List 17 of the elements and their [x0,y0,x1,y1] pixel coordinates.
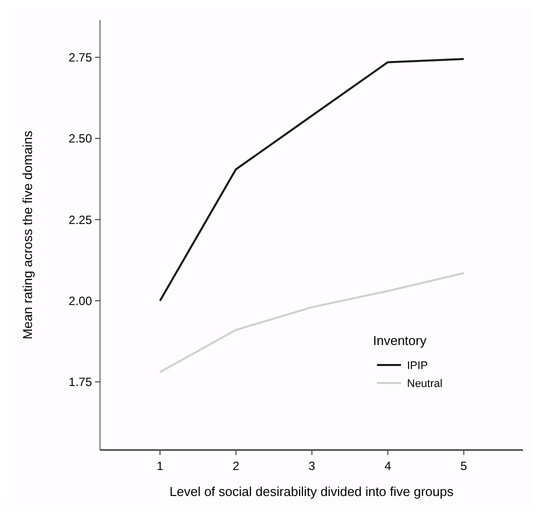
y-tick-label: 1.75 [68,375,92,390]
legend-title: Inventory [373,333,427,348]
x-tick-label: 4 [384,459,392,473]
y-tick-label: 2.50 [68,132,92,146]
y-axis-title: Mean rating across the five domains [20,130,35,340]
x-tick-label: 3 [308,459,316,473]
y-tick-label: 2.75 [68,50,92,65]
x-tick-label: 2 [232,459,240,473]
x-tick-label: 1 [156,459,164,473]
y-tick-label: 2.25 [68,212,92,227]
y-tick-label: 2.00 [68,294,92,308]
x-axis-title: Level of social desirability divided into five groups [170,484,454,499]
line-series [158,272,465,374]
line-series [158,58,465,302]
x-tick-label: 5 [460,459,468,473]
legend-label: IPIP [407,360,428,372]
legend-label: Neutral [407,378,442,390]
